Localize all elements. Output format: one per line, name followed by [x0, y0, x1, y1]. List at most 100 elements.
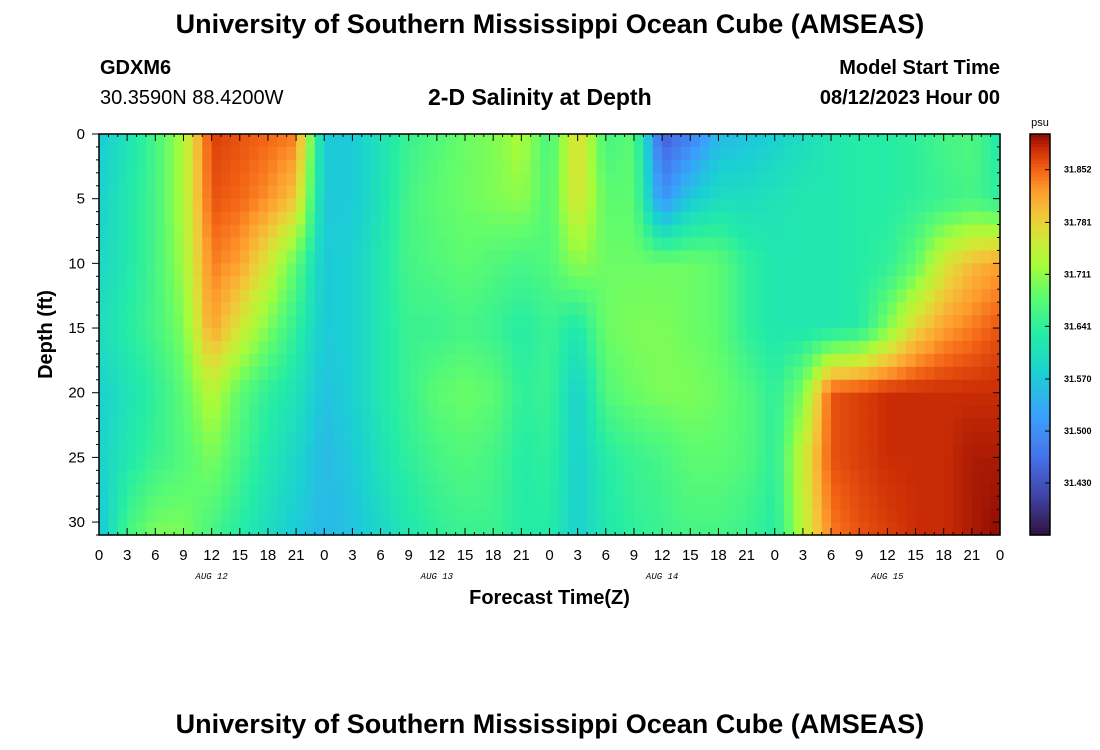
heat-cell: [230, 276, 241, 290]
heat-cell: [446, 470, 457, 484]
heat-cell: [793, 444, 804, 458]
heat-cell: [211, 328, 222, 342]
heat-cell: [399, 405, 410, 420]
heat-cell: [493, 340, 504, 355]
heat-cell: [812, 457, 823, 471]
heat-cell: [324, 159, 335, 174]
heat-cell: [831, 237, 842, 252]
colorbar-tick-label: 31.781: [1064, 217, 1092, 227]
heat-cell: [643, 470, 654, 484]
x-tick-label: 21: [738, 547, 755, 564]
heat-cell: [145, 237, 156, 252]
heat-cell: [812, 496, 823, 510]
heat-cell: [436, 366, 447, 381]
heat-cell: [202, 496, 213, 510]
heat-cell: [164, 172, 175, 187]
heat-cell: [633, 405, 644, 420]
heat-cell: [849, 224, 860, 239]
heat-cell: [108, 134, 119, 148]
heat-cell: [596, 263, 607, 277]
heat-cell: [831, 302, 842, 316]
heat-cell: [108, 444, 119, 458]
heat-cell: [408, 159, 419, 174]
heat-cell: [971, 289, 982, 303]
heat-cell: [202, 159, 213, 174]
heat-cell: [596, 211, 607, 226]
heat-cell: [361, 276, 372, 290]
heat-cell: [652, 328, 663, 342]
heat-cell: [812, 379, 823, 394]
heat-cell: [239, 302, 250, 316]
heat-cell: [127, 522, 138, 536]
heat-cell: [427, 146, 438, 161]
heat-cell: [277, 405, 288, 420]
heat-cell: [249, 340, 260, 355]
heat-cell: [296, 457, 307, 471]
colorbar-segment: [1030, 474, 1050, 479]
heat-cell: [737, 276, 748, 290]
heat-cell: [737, 172, 748, 187]
heat-cell: [699, 198, 710, 213]
heat-cell: [943, 392, 954, 407]
heat-cell: [343, 353, 354, 368]
heat-cell: [943, 483, 954, 497]
heat-cell: [765, 211, 776, 226]
heat-cell: [765, 483, 776, 497]
heat-cell: [521, 211, 532, 226]
heat-cell: [577, 328, 588, 342]
heat-cell: [249, 224, 260, 239]
heat-cell: [577, 418, 588, 433]
heat-cell: [267, 172, 278, 187]
heat-cell: [333, 405, 344, 420]
heat-cell: [727, 146, 738, 161]
heat-cell: [953, 418, 964, 433]
heat-cell: [774, 509, 785, 523]
heat-cell: [774, 496, 785, 510]
heat-cell: [521, 418, 532, 433]
heat-cell: [127, 405, 138, 420]
heat-cell: [474, 483, 485, 497]
heat-cell: [408, 172, 419, 187]
heat-cell: [643, 379, 654, 394]
heat-cell: [192, 328, 203, 342]
x-tick-label: 15: [457, 547, 474, 564]
heat-cell: [605, 276, 616, 290]
heat-cell: [427, 328, 438, 342]
y-tick-label: 10: [68, 255, 85, 272]
heat-cell: [389, 405, 400, 420]
heat-cell: [568, 146, 579, 161]
heat-cell: [483, 276, 494, 290]
heat-cell: [709, 483, 720, 497]
heat-cell: [436, 418, 447, 433]
heat-cell: [718, 185, 729, 200]
heat-cell: [352, 159, 363, 174]
heat-cell: [981, 185, 992, 200]
heat-cell: [249, 353, 260, 368]
heat-cell: [765, 328, 776, 342]
heat-cell: [249, 289, 260, 303]
heat-cell: [577, 496, 588, 510]
heat-cell: [455, 185, 466, 200]
heat-cell: [483, 509, 494, 523]
heat-cell: [99, 509, 109, 523]
heat-cell: [502, 431, 513, 446]
heat-cell: [446, 134, 457, 148]
heat-cell: [427, 405, 438, 420]
heat-cell: [192, 159, 203, 174]
heat-cell: [399, 134, 410, 148]
heat-cell: [755, 237, 766, 252]
heat-cell: [136, 483, 147, 497]
heat-cell: [465, 509, 476, 523]
heat-cell: [924, 328, 935, 342]
heat-cell: [530, 185, 541, 200]
heat-cell: [587, 444, 598, 458]
heat-cell: [793, 250, 804, 264]
heat-cell: [971, 353, 982, 368]
heat-cell: [483, 172, 494, 187]
heat-cell: [108, 250, 119, 264]
heat-cell: [267, 276, 278, 290]
heat-cell: [183, 302, 194, 316]
heat-cell: [164, 379, 175, 394]
colorbar-segment: [1030, 361, 1050, 366]
heat-cell: [971, 263, 982, 277]
